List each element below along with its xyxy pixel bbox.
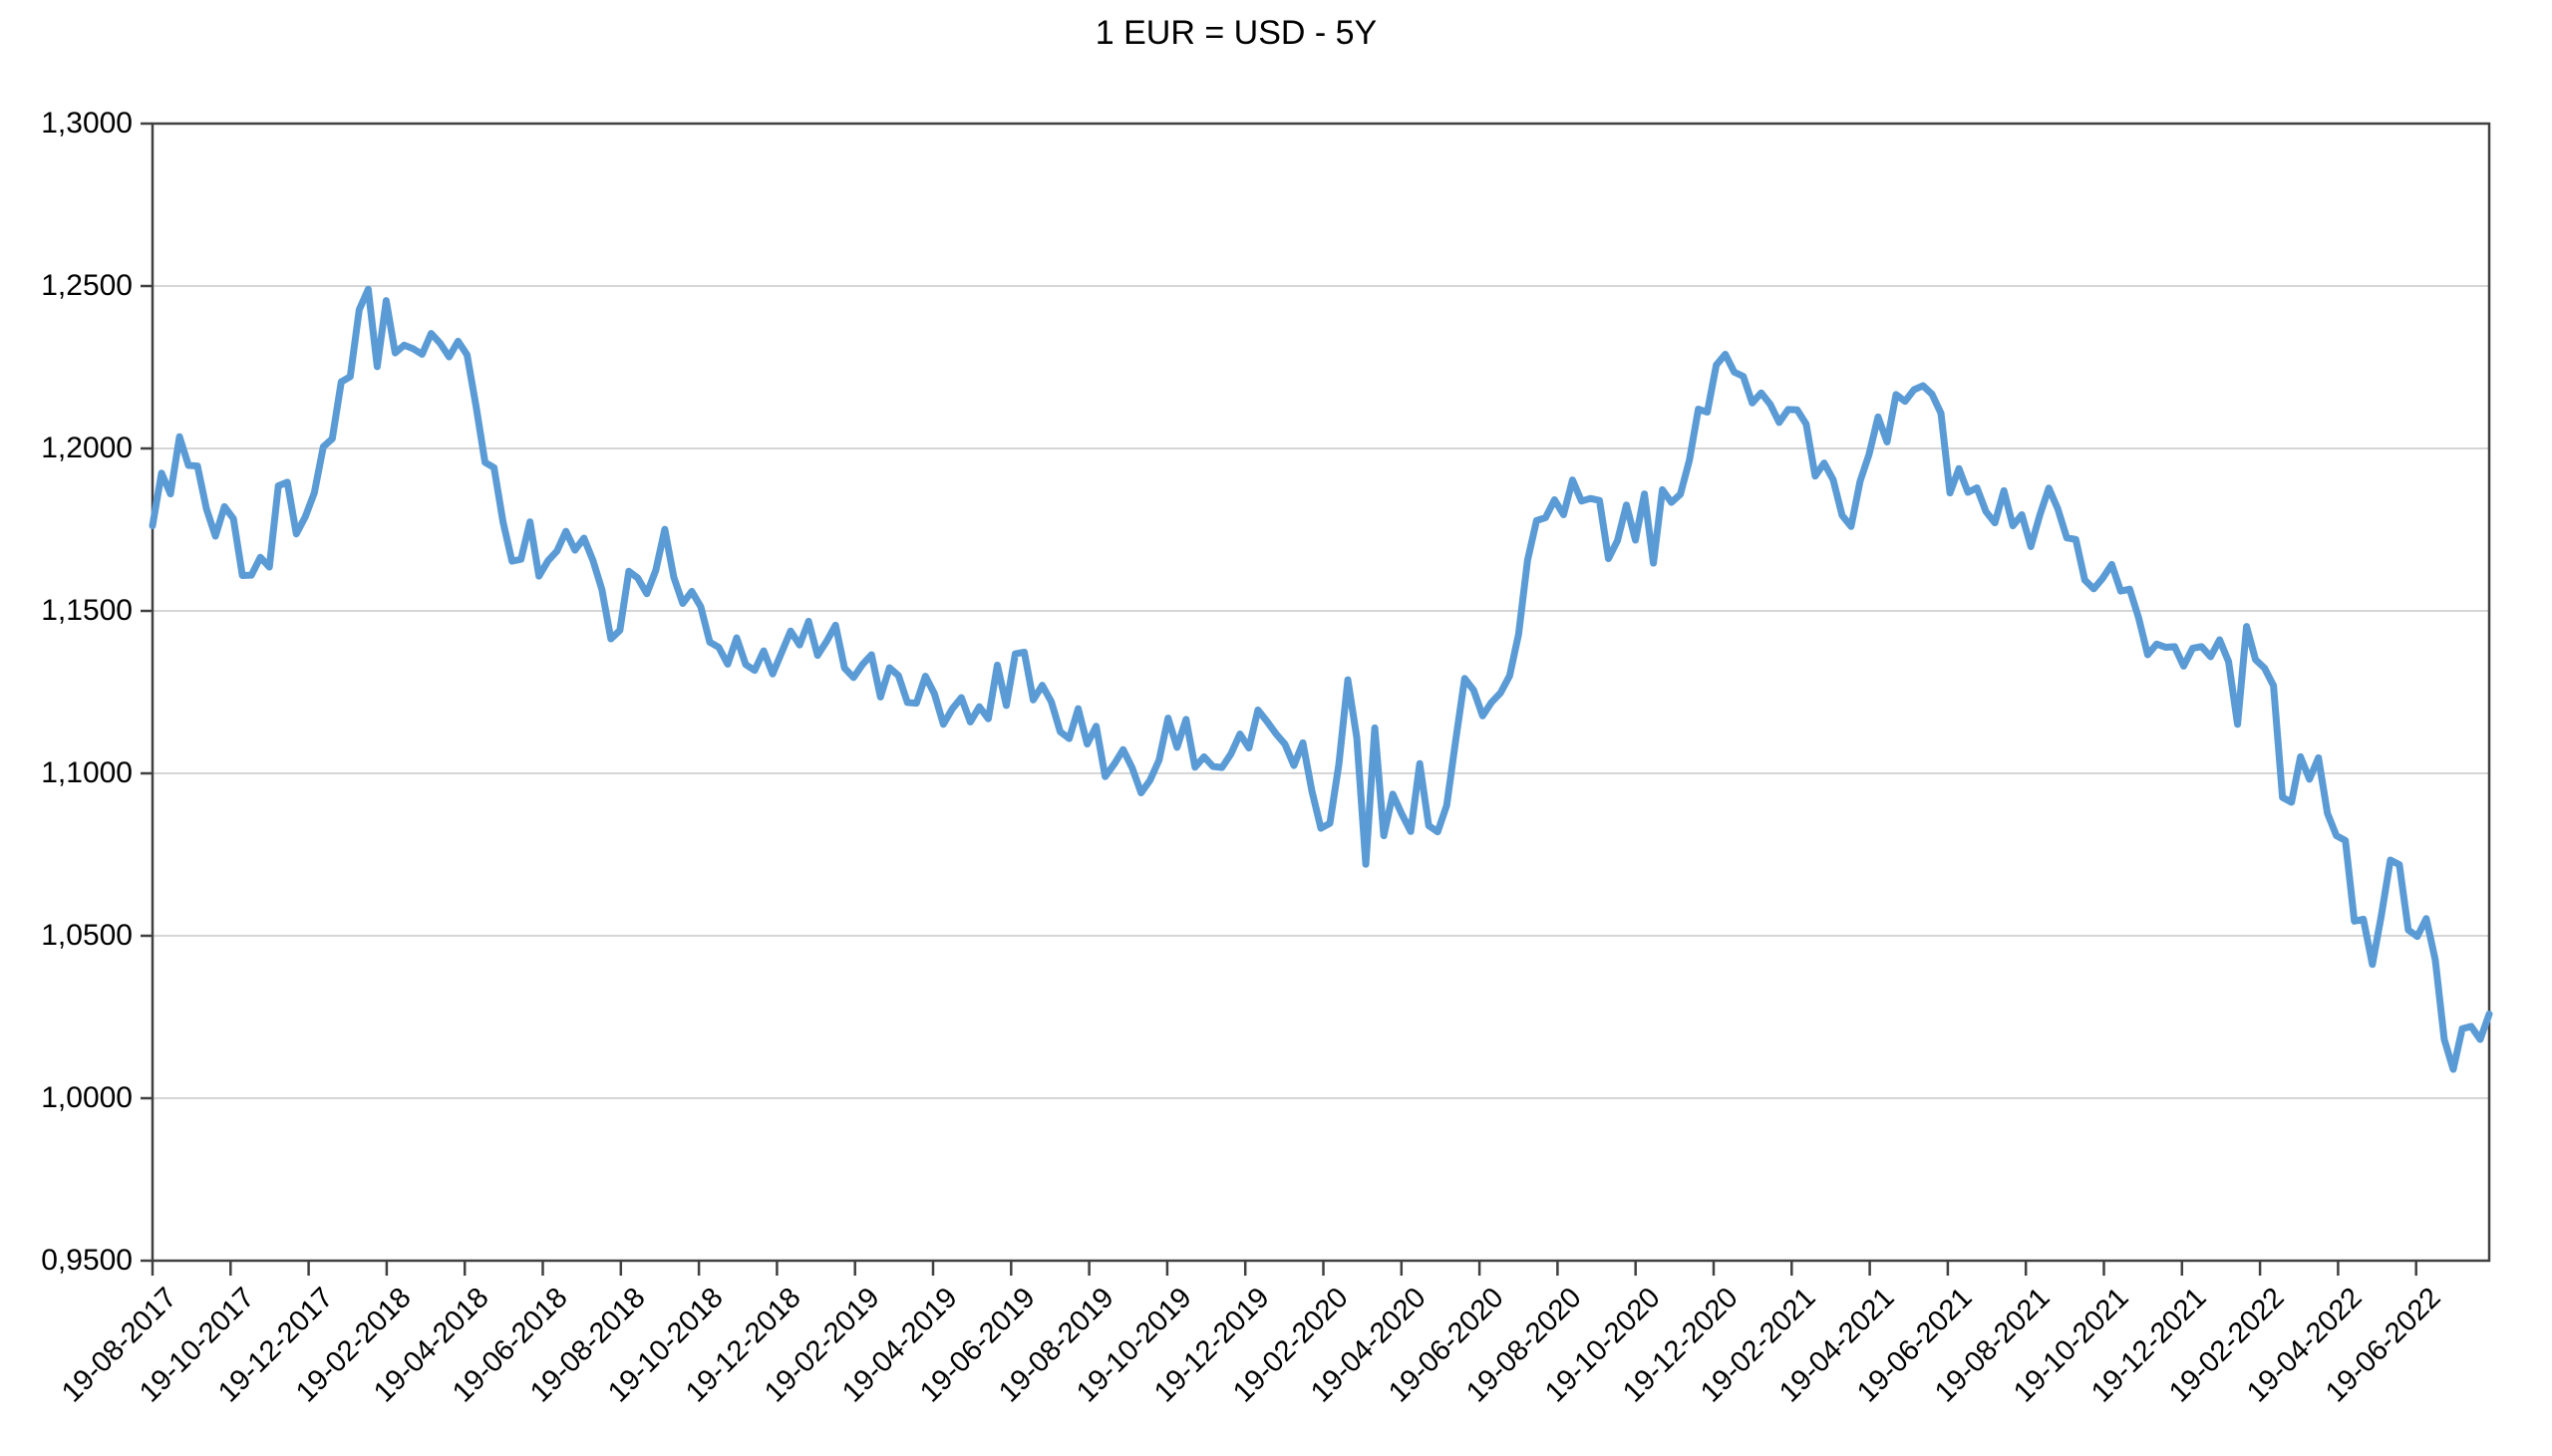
y-axis-tick-label: 0,9500 [41, 1244, 133, 1277]
y-axis-tick-label: 1,3000 [41, 107, 133, 140]
y-axis-tick-label: 1,1000 [41, 756, 133, 789]
y-axis-tick-label: 1,2500 [41, 269, 133, 302]
chart-title: 1 EUR = USD - 5Y [1095, 14, 1378, 52]
y-axis-tick-label: 1,1500 [41, 594, 133, 627]
y-axis-tick-label: 1,0000 [41, 1081, 133, 1114]
price-line [149, 285, 2493, 1073]
plot-border [151, 122, 2491, 1263]
y-axis-tick-label: 1,0500 [41, 919, 133, 952]
y-axis-tick-label: 1,2000 [41, 432, 133, 464]
